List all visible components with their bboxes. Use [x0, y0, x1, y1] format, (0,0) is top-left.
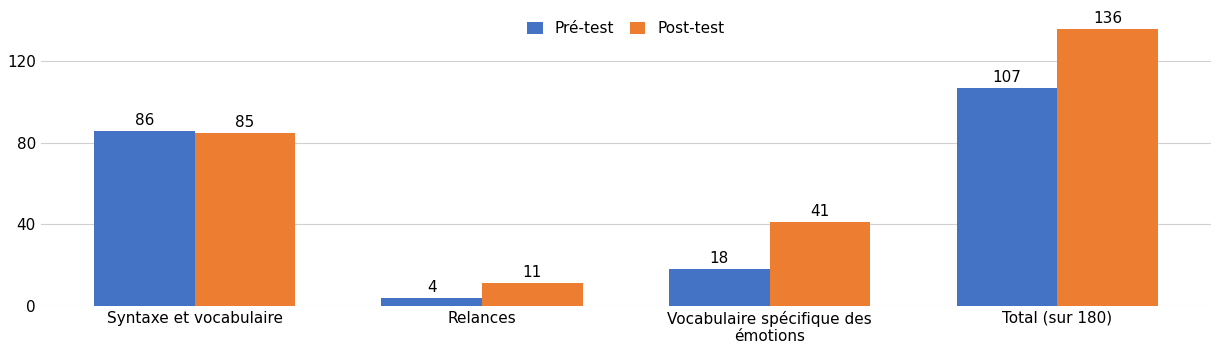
Text: 107: 107 — [993, 70, 1022, 85]
Text: 18: 18 — [710, 251, 728, 266]
Bar — [669, 269, 770, 306]
Text: 41: 41 — [810, 204, 829, 219]
Legend: Pré-test, Post-test: Pré-test, Post-test — [521, 15, 731, 42]
Bar — [1057, 29, 1158, 306]
Bar — [770, 222, 871, 306]
Text: 136: 136 — [1093, 11, 1122, 26]
Bar — [94, 131, 195, 306]
Bar — [381, 298, 482, 306]
Bar — [956, 88, 1057, 306]
Text: 11: 11 — [523, 265, 542, 280]
Text: 86: 86 — [134, 113, 153, 127]
Bar — [482, 283, 582, 306]
Text: 85: 85 — [235, 114, 255, 130]
Text: 4: 4 — [428, 280, 436, 294]
Bar — [195, 133, 295, 306]
